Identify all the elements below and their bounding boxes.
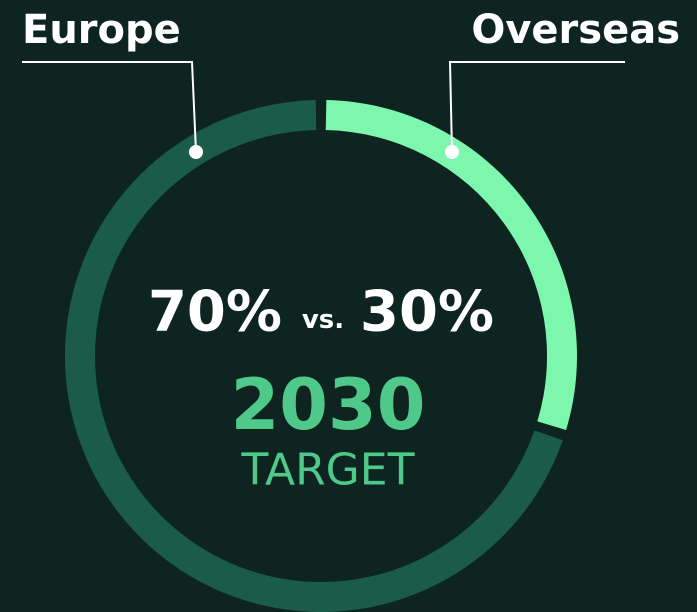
callout-dot [189, 145, 203, 159]
center-text: vs. [302, 305, 344, 335]
annotation: TARGET [241, 445, 415, 496]
donut-segment [325, 100, 577, 430]
value-label: 30% [360, 280, 494, 345]
callout-line [448, 61, 625, 153]
callout-dot [445, 145, 459, 159]
annotation: 2030 [231, 364, 426, 446]
value-label: 70% [148, 280, 282, 345]
legend-label: Overseas [471, 7, 680, 53]
donut-ring [65, 100, 577, 612]
callout-line [22, 61, 197, 153]
legend-label: Europe [22, 7, 181, 53]
